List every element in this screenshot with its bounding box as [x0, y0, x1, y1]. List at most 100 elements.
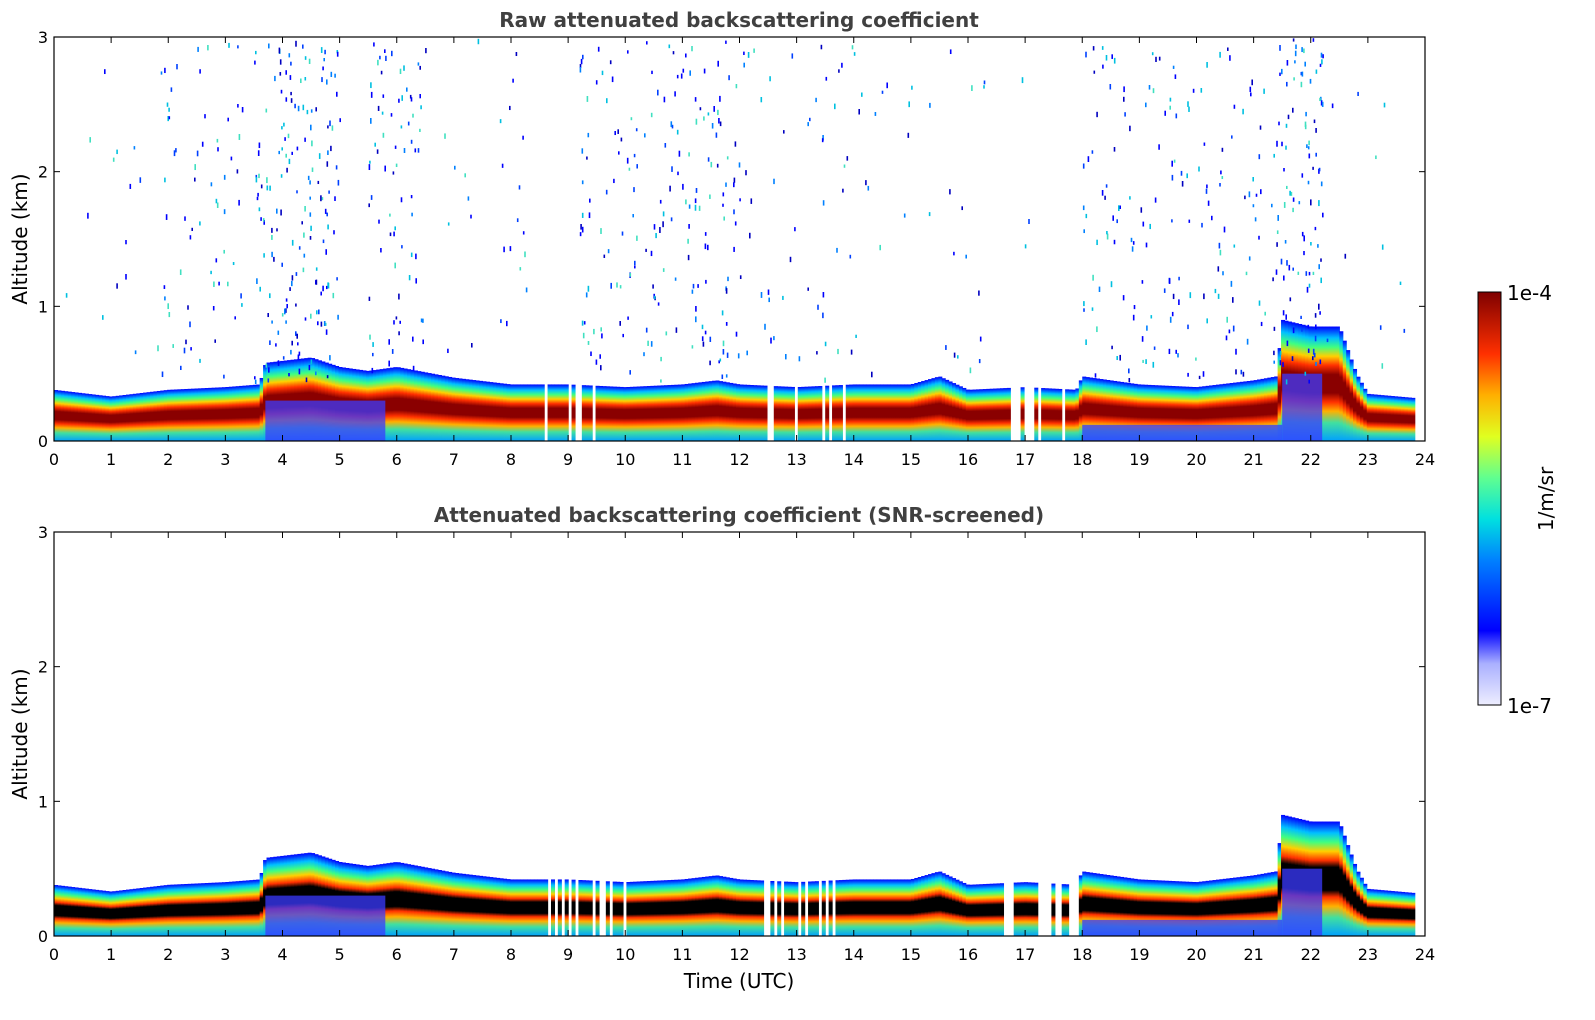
noise-speck — [285, 153, 287, 158]
noise-speck — [1140, 207, 1143, 213]
noise-speck — [212, 306, 215, 311]
layer-column — [410, 369, 415, 441]
noise-speck — [326, 285, 328, 290]
layer-column — [736, 879, 741, 936]
noise-speck — [125, 240, 127, 245]
noise-speck — [659, 227, 661, 233]
noise-speck — [327, 125, 329, 129]
noise-speck — [1320, 258, 1322, 262]
layer-column — [1212, 385, 1217, 441]
layer-column — [629, 881, 634, 936]
noise-speck — [283, 122, 285, 127]
noise-speck — [419, 65, 421, 70]
noise-speck — [1122, 295, 1125, 301]
layer-column — [1181, 881, 1186, 936]
low-signal-region — [1082, 424, 1283, 441]
layer-column — [1359, 877, 1364, 936]
layer-column — [167, 389, 172, 441]
noise-speck — [1258, 235, 1260, 240]
layer-column — [835, 880, 840, 936]
noise-speck — [824, 377, 826, 383]
layer-column — [945, 874, 950, 936]
noise-speck — [315, 279, 318, 285]
x-tick-label: 6 — [392, 450, 402, 469]
noise-speck — [415, 253, 417, 260]
layer-column — [626, 387, 631, 441]
layer-column — [1404, 892, 1409, 936]
layer-column — [982, 884, 987, 936]
noise-speck — [290, 61, 292, 66]
x-tick-label: 10 — [615, 450, 635, 469]
layer-column — [1020, 882, 1025, 936]
noise-speck — [1320, 277, 1322, 284]
layer-column — [1195, 882, 1200, 936]
noise-speck — [1148, 85, 1151, 90]
noise-speck — [695, 118, 698, 125]
noise-speck — [258, 207, 261, 212]
noise-speck — [321, 77, 323, 83]
noise-speck — [1109, 84, 1112, 90]
noise-speck — [1286, 260, 1288, 266]
noise-speck — [327, 224, 329, 230]
noise-speck — [983, 80, 986, 85]
noise-speck — [1178, 299, 1180, 306]
noise-speck — [411, 212, 413, 217]
noise-speck — [288, 53, 291, 58]
layer-column — [108, 396, 113, 441]
noise-speck — [519, 267, 522, 271]
noise-speck — [266, 177, 268, 184]
layer-column — [95, 889, 100, 936]
noise-speck — [586, 96, 589, 102]
layer-column — [211, 882, 216, 936]
noise-speck — [310, 359, 313, 365]
layer-column — [1236, 382, 1241, 441]
noise-speck — [783, 130, 785, 134]
layer-column — [955, 879, 960, 936]
layer-column — [856, 384, 861, 441]
noise-speck — [172, 344, 174, 348]
layer-column — [681, 384, 686, 441]
x-tick-label: 9 — [563, 945, 573, 964]
layer-column — [657, 385, 662, 441]
noise-speck — [701, 324, 704, 330]
noise-speck — [1128, 368, 1130, 374]
noise-speck — [259, 286, 261, 292]
layer-column — [993, 388, 998, 441]
noise-speck — [1240, 369, 1243, 375]
noise-speck — [337, 179, 340, 186]
noise-speck — [1233, 104, 1236, 109]
noise-speck — [1232, 297, 1234, 303]
layer-column — [972, 389, 977, 441]
noise-speck — [704, 243, 707, 250]
noise-speck — [139, 177, 142, 183]
layer-column — [1099, 874, 1104, 936]
noise-speck — [846, 156, 849, 161]
layer-column — [838, 880, 843, 936]
noise-speck — [1150, 315, 1153, 319]
layer-column — [1222, 383, 1227, 441]
layer-column — [1167, 385, 1172, 441]
layer-column — [571, 879, 576, 936]
noise-speck — [1181, 181, 1184, 187]
layer-column — [1205, 385, 1210, 441]
layer-column — [1167, 880, 1172, 936]
noise-speck — [501, 163, 504, 168]
noise-speck — [339, 118, 341, 123]
layer-column — [999, 883, 1005, 936]
layer-column — [516, 384, 521, 441]
layer-column — [897, 879, 902, 936]
layer-column — [739, 879, 744, 936]
noise-speck — [1320, 181, 1323, 187]
noise-speck — [1314, 226, 1317, 231]
noise-speck — [1303, 235, 1305, 242]
noise-speck — [467, 196, 470, 201]
noise-speck — [1221, 147, 1224, 152]
noise-speck — [1252, 177, 1254, 182]
noise-speck — [165, 214, 168, 220]
noise-speck — [398, 98, 400, 103]
layer-column — [1071, 389, 1076, 441]
layer-column — [105, 891, 110, 936]
x-tick-label: 0 — [49, 450, 59, 469]
layer-column — [1239, 876, 1244, 936]
layer-column — [564, 384, 569, 441]
